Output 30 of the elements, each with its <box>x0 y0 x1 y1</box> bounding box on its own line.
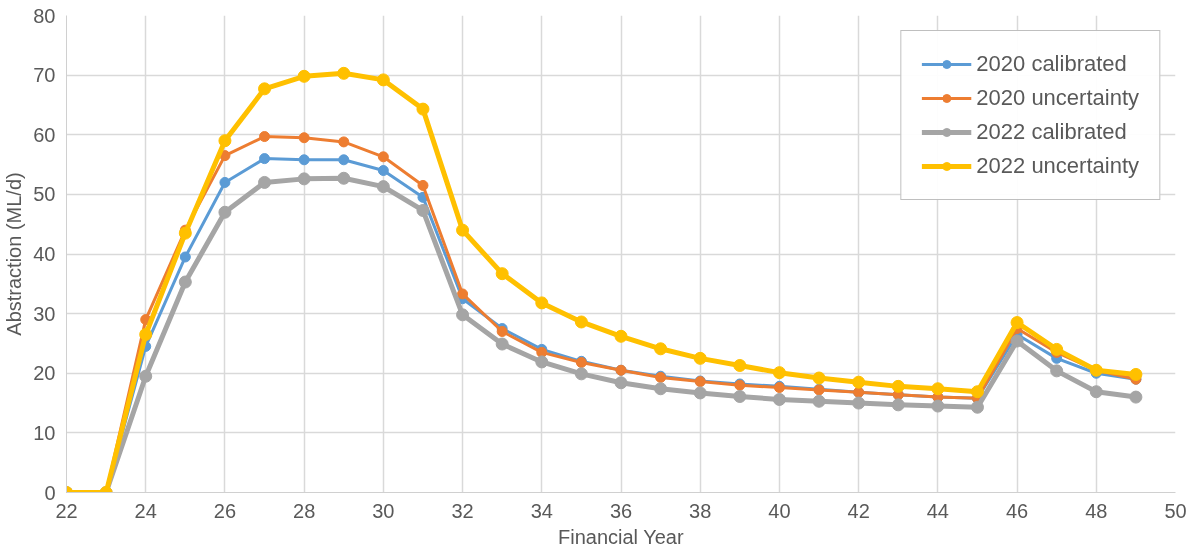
legend-label: 2022 uncertainty <box>976 153 1139 179</box>
y-tick-label: 10 <box>33 421 56 444</box>
y-tick-label: 50 <box>33 183 56 206</box>
x-tick-label: 24 <box>134 499 157 522</box>
legend-label: 2020 calibrated <box>976 51 1127 77</box>
x-tick-label: 38 <box>689 499 712 522</box>
x-tick-label: 30 <box>372 499 395 522</box>
x-tick-label: 28 <box>293 499 316 522</box>
y-tick-label: 20 <box>33 362 56 385</box>
x-tick-label: 32 <box>451 499 474 522</box>
y-axis-title: Abstraction (ML/d) <box>3 172 26 336</box>
y-tick-label: 80 <box>33 4 56 27</box>
x-tick-label: 48 <box>1085 499 1108 522</box>
x-tick-label: 50 <box>1164 499 1187 522</box>
x-tick-label: 44 <box>926 499 949 522</box>
y-tick-label: 40 <box>33 243 56 265</box>
x-axis-title: Financial Year <box>558 525 684 548</box>
x-tick-label: 22 <box>55 499 78 522</box>
y-tick-label: 30 <box>33 302 56 325</box>
legend-label: 2020 uncertainty <box>976 85 1139 111</box>
x-tick-label: 40 <box>768 499 791 522</box>
y-tick-label: 70 <box>33 64 56 87</box>
y-tick-label: 0 <box>44 481 56 504</box>
x-tick-label: 34 <box>530 499 553 522</box>
y-tick-label: 60 <box>33 123 56 146</box>
legend-label: 2022 calibrated <box>976 119 1127 145</box>
x-tick-label: 26 <box>213 499 237 522</box>
x-tick-label: 36 <box>609 499 633 522</box>
x-tick-label: 46 <box>1005 499 1029 522</box>
x-tick-label: 42 <box>847 499 870 522</box>
